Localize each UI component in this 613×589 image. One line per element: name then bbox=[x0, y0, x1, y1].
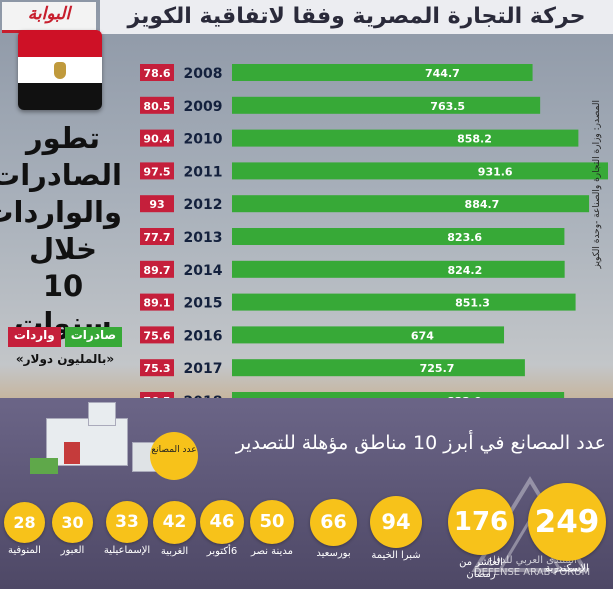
import-bar bbox=[140, 359, 174, 377]
factory-circle-label: الغربية bbox=[160, 545, 189, 557]
factory-circle: 46 bbox=[200, 500, 244, 544]
year-label: 2008 bbox=[184, 66, 223, 82]
import-bar bbox=[140, 162, 174, 180]
headline-line: تطور bbox=[25, 121, 100, 155]
factories-count-tag: عدد المصانع bbox=[150, 432, 198, 480]
import-label: 77.7 bbox=[143, 231, 170, 244]
year-label: 2011 bbox=[184, 164, 223, 180]
export-label: 822.9 bbox=[447, 395, 482, 400]
export-label: 824.2 bbox=[447, 264, 482, 277]
import-label: 97.5 bbox=[143, 165, 170, 178]
export-bar bbox=[232, 64, 533, 81]
export-bar bbox=[232, 195, 590, 213]
year-label: 2015 bbox=[184, 296, 223, 312]
export-label: 858.2 bbox=[457, 133, 492, 146]
export-bar bbox=[232, 326, 505, 344]
export-bar bbox=[232, 96, 541, 114]
import-bar bbox=[140, 326, 174, 344]
factory-circle: 94 bbox=[370, 496, 422, 548]
legend-exports: صادرات bbox=[64, 327, 123, 347]
export-label: 725.7 bbox=[420, 362, 455, 375]
import-bar bbox=[140, 96, 174, 114]
export-label: 823.6 bbox=[447, 231, 482, 244]
import-label: 78.6 bbox=[143, 67, 170, 80]
factory-circle: 249 bbox=[528, 483, 606, 561]
export-bar bbox=[232, 129, 579, 147]
import-bar bbox=[140, 195, 174, 213]
trade-chart: 78.6 2008 744.7 80.5 2009 763.5 90.4 2010 858.2 9… bbox=[140, 64, 608, 400]
source-note: المصدر: وزارة التجارة والصناعة -وحدة الك… bbox=[592, 100, 602, 269]
factory-circle: 42 bbox=[153, 500, 196, 544]
export-label: 931.6 bbox=[478, 165, 513, 178]
factory-circle: 33 bbox=[106, 501, 148, 543]
import-label: 89.7 bbox=[143, 264, 170, 277]
year-label: 2017 bbox=[184, 361, 223, 377]
import-label: 75.3 bbox=[143, 362, 170, 375]
unit-label: «بالمليون دولار» bbox=[15, 352, 115, 366]
import-label: 75.6 bbox=[143, 329, 170, 342]
export-label: 851.3 bbox=[455, 297, 490, 310]
export-label: 884.7 bbox=[465, 198, 500, 211]
factories-title: عدد المصانع في أبرز 10 مناطق مؤهلة للتصد… bbox=[235, 432, 606, 454]
export-bar bbox=[232, 293, 576, 311]
import-label: 80.5 bbox=[143, 100, 170, 113]
factory-circle-label: 6أكتوبر bbox=[206, 546, 238, 557]
export-label: 744.7 bbox=[425, 67, 460, 80]
export-bar bbox=[232, 359, 525, 377]
export-bar bbox=[232, 162, 608, 180]
page-title: حركة التجارة المصرية وفقا لاتفاقية الكوي… bbox=[100, 0, 613, 34]
factory-circle-label: الإسماعيلية bbox=[103, 545, 151, 556]
year-label: 2010 bbox=[184, 132, 223, 148]
year-label: 2016 bbox=[184, 328, 223, 344]
factory-illustration-icon bbox=[28, 396, 158, 478]
import-bar bbox=[140, 260, 174, 278]
watermark-text: المنتدى العربي للدفاع DEFENSE ARAB FORUM bbox=[452, 555, 612, 579]
factory-circle: 66 bbox=[310, 498, 357, 546]
import-bar bbox=[140, 228, 174, 245]
export-label: 674 bbox=[411, 329, 434, 342]
factory-circle: 30 bbox=[52, 501, 93, 543]
year-label: 2014 bbox=[184, 263, 223, 279]
factory-circle-label: شبرا الخيمة bbox=[371, 550, 421, 561]
factory-circle-label: المنوفية bbox=[8, 544, 41, 556]
egypt-flag-icon bbox=[18, 30, 102, 110]
factory-circle-label: مدينة نصر bbox=[251, 546, 293, 557]
headline-line: الصادرات bbox=[0, 158, 122, 192]
export-bar bbox=[232, 392, 565, 400]
import-bar bbox=[140, 293, 174, 311]
import-label: 93 bbox=[149, 198, 164, 211]
import-bar bbox=[140, 64, 174, 81]
logo-text: البوابة bbox=[27, 4, 71, 24]
factory-circle: 50 bbox=[250, 500, 294, 544]
export-bar bbox=[232, 228, 565, 245]
year-label: 2012 bbox=[184, 197, 223, 213]
legend-imports: واردات bbox=[7, 327, 61, 347]
import-label: 90.4 bbox=[143, 133, 170, 146]
import-bar bbox=[140, 129, 174, 147]
year-label: 2018 bbox=[184, 394, 223, 400]
factory-circle-label: العبور bbox=[60, 544, 85, 556]
side-headline: تطور الصادرات والواردات خلال 10 سنوات bbox=[0, 120, 122, 342]
headline-line: والواردات bbox=[0, 195, 122, 229]
factory-circle: 176 bbox=[448, 489, 514, 555]
import-bar bbox=[140, 392, 174, 400]
import-label: 89.1 bbox=[143, 297, 170, 310]
eagle-icon bbox=[54, 61, 66, 79]
year-label: 2013 bbox=[184, 230, 223, 246]
export-label: 763.5 bbox=[430, 100, 465, 113]
legend: صادرات واردات bbox=[7, 327, 123, 347]
watermark-line: DEFENSE ARAB FORUM bbox=[473, 567, 591, 578]
factory-circle-label: الإسكندرية bbox=[545, 563, 589, 574]
export-bar bbox=[232, 260, 565, 278]
headline-line: خلال bbox=[28, 232, 98, 266]
year-label: 2009 bbox=[184, 99, 223, 115]
import-label: 76.5 bbox=[143, 395, 170, 400]
watermark-line: المنتدى العربي للدفاع bbox=[487, 555, 577, 566]
factory-circle-label: العاشر من رمضان bbox=[459, 557, 503, 580]
factory-circle: 28 bbox=[4, 501, 45, 543]
factory-circle-label: بورسعيد bbox=[316, 547, 351, 559]
